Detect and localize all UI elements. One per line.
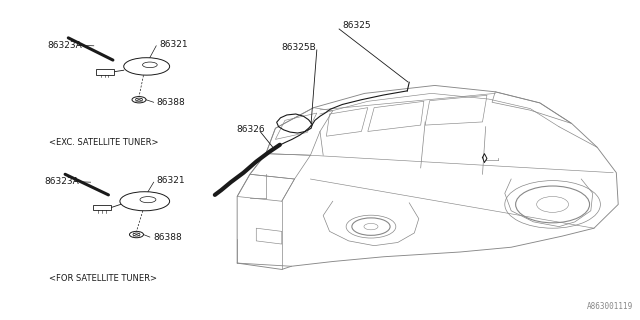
Bar	[93, 205, 111, 211]
Text: 86388: 86388	[157, 98, 186, 107]
Text: 86325B: 86325B	[282, 43, 317, 52]
Text: 86323A: 86323A	[47, 41, 82, 50]
Ellipse shape	[143, 62, 157, 68]
Polygon shape	[237, 85, 618, 269]
Text: 86325: 86325	[342, 21, 371, 30]
Ellipse shape	[132, 97, 146, 103]
Ellipse shape	[124, 58, 170, 75]
Text: 86321: 86321	[157, 176, 186, 185]
Ellipse shape	[136, 98, 143, 101]
Text: 86323A: 86323A	[45, 177, 79, 186]
Ellipse shape	[133, 233, 140, 236]
Ellipse shape	[120, 192, 170, 211]
Ellipse shape	[140, 196, 156, 203]
Text: <EXC. SATELLITE TUNER>: <EXC. SATELLITE TUNER>	[49, 138, 159, 147]
Text: A863001119: A863001119	[588, 302, 634, 311]
Text: <FOR SATELLITE TUNER>: <FOR SATELLITE TUNER>	[49, 275, 157, 284]
Ellipse shape	[129, 231, 143, 238]
Text: 86321: 86321	[159, 40, 188, 49]
Text: 86388: 86388	[153, 233, 182, 242]
Bar	[96, 69, 113, 75]
Text: 86326: 86326	[236, 125, 264, 134]
